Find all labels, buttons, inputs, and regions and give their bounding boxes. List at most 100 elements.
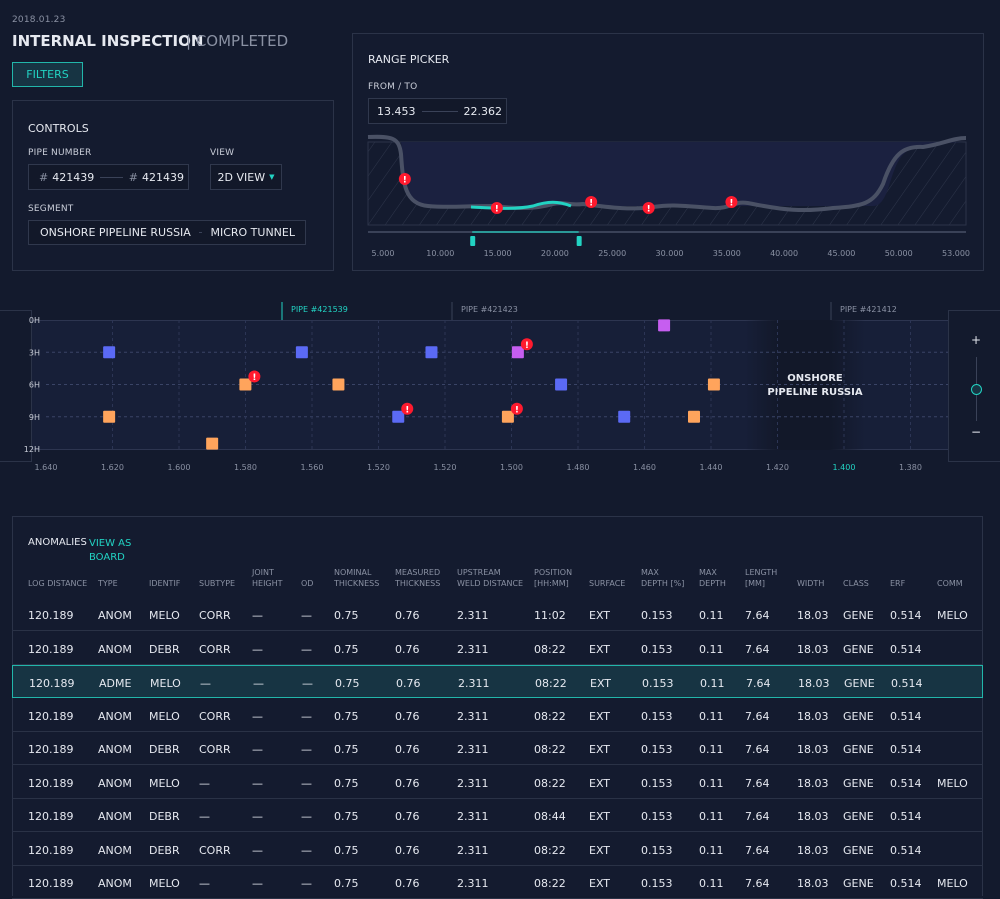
anomaly-point[interactable] xyxy=(103,410,116,423)
table-row[interactable]: 120.189 ADME MELO — — — 0.75 0.76 2.311 08:22 EXT 0… xyxy=(12,665,983,698)
alert-icon[interactable]: ! xyxy=(401,402,414,416)
table-cell: 0.75 xyxy=(334,743,359,756)
alert-icon[interactable]: ! xyxy=(642,202,655,215)
segment-range-input[interactable]: ONSHORE PIPELINE RUSSIA MICRO TUNNEL xyxy=(28,220,306,245)
alert-icon[interactable]: ! xyxy=(520,338,533,351)
range-handle-from[interactable] xyxy=(470,236,476,246)
table-row[interactable]: 120.189 ANOM MELO — — —0.75 0.76 2.311 08:22 EXT 0… xyxy=(12,866,983,899)
column-header[interactable]: WIDTH xyxy=(797,579,825,588)
column-header[interactable]: POSITION [HH:MM] xyxy=(534,568,573,588)
zoom-in-button[interactable]: + xyxy=(971,333,982,347)
arrow-icon xyxy=(100,176,123,178)
column-header[interactable]: TYPE xyxy=(98,579,118,588)
table-row[interactable]: 120.189 ANOM MELO — — —0.75 0.76 2.311 08:22 EXT 0… xyxy=(12,766,983,799)
column-header[interactable]: JOINT HEIGHT xyxy=(252,568,283,588)
anomaly-point[interactable] xyxy=(501,410,514,423)
filters-button[interactable]: FILTERS xyxy=(12,62,83,87)
anomaly-point[interactable] xyxy=(511,346,524,359)
column-header[interactable]: UPSTREAM WELD DISTANCE xyxy=(457,568,524,588)
column-header[interactable]: MAX DEPTH xyxy=(699,568,726,588)
column-header[interactable]: SUBTYPE xyxy=(199,579,236,588)
table-cell: 08:22 xyxy=(534,843,566,857)
table-cell: 7.64 xyxy=(745,776,770,790)
svg-text:!: ! xyxy=(515,405,519,415)
column-header[interactable]: SURFACE xyxy=(589,579,626,588)
table-row[interactable]: 120.189 ANOM DEBR CORR — — 0.75 0.76 2.311 08:22 E… xyxy=(12,732,983,765)
column-header[interactable]: MAX DEPTH [%] xyxy=(641,568,685,588)
column-header[interactable]: IDENTIF xyxy=(149,579,181,588)
table-row[interactable]: 120.189 ANOM DEBR CORR — — 0.75 0.76 2.311 08:22 E… xyxy=(12,632,983,665)
anomaly-point[interactable] xyxy=(332,378,345,391)
table-cell: ANOM xyxy=(98,743,132,756)
table-row[interactable]: 120.189 ANOM MELO CORR — — 0.75 0.76 2.311 11:02 E… xyxy=(12,598,983,631)
from-to-input[interactable]: 13.453 22.362 xyxy=(368,98,507,124)
pipe-label[interactable]: PIPE #421412 xyxy=(840,305,897,314)
alert-icon[interactable]: ! xyxy=(248,370,261,384)
zoom-slider-handle[interactable] xyxy=(971,384,982,395)
column-header[interactable]: ERF xyxy=(890,579,906,588)
alert-icon[interactable]: ! xyxy=(585,196,598,209)
table-cell: 0.153 xyxy=(641,642,673,656)
pipe-label[interactable]: PIPE #421539 xyxy=(291,305,348,314)
column-header[interactable]: LOG DISTANCE xyxy=(28,579,88,588)
table-cell: — xyxy=(252,743,263,756)
anomaly-point[interactable] xyxy=(103,346,116,359)
table-cell: 18.03 xyxy=(797,843,829,857)
alert-icon[interactable]: ! xyxy=(510,402,523,416)
anomaly-point[interactable] xyxy=(658,319,671,332)
alert-icon[interactable]: ! xyxy=(490,202,503,215)
table-cell: GENE xyxy=(843,709,874,723)
column-header[interactable]: OD xyxy=(301,579,314,588)
table-cell: — xyxy=(301,743,312,756)
x-tick-label: 1.620 xyxy=(101,463,124,472)
table-cell: — xyxy=(199,810,210,823)
range-handle-to[interactable] xyxy=(576,236,582,246)
table-cell: 2.311 xyxy=(457,843,489,857)
view-select[interactable]: 2D VIEW ▼ xyxy=(210,164,282,190)
column-header[interactable]: LENGTH [MM] xyxy=(745,568,778,588)
anomaly-point[interactable] xyxy=(688,410,700,423)
table-cell: 0.514 xyxy=(890,743,922,756)
table-cell: 0.153 xyxy=(641,843,673,857)
anomaly-point[interactable] xyxy=(425,346,438,359)
anomaly-point[interactable] xyxy=(707,378,720,391)
range-tick-label: 40.000 xyxy=(770,249,799,258)
table-cell: — xyxy=(252,609,263,622)
table-cell: — xyxy=(252,642,263,656)
alert-icon[interactable]: ! xyxy=(725,196,738,209)
svg-text:!: ! xyxy=(589,199,593,209)
pipe-to-value: 421439 xyxy=(142,170,184,184)
table-cell: 0.11 xyxy=(699,709,724,723)
alert-icon[interactable]: ! xyxy=(398,173,411,186)
table-cell: 0.514 xyxy=(890,642,922,656)
table-row[interactable]: 120.189 ANOM DEBR CORR — — 0.75 0.76 2.311 08:22 E… xyxy=(12,833,983,866)
pipeline-profile-chart[interactable]: !!!!! xyxy=(353,124,985,254)
table-row[interactable]: 120.189 ANOM DEBR — — — 0.75 0.76 2.311 08:44 EXT 0… xyxy=(12,799,983,832)
column-header[interactable]: CLASS xyxy=(843,579,869,588)
zoom-out-button[interactable]: − xyxy=(971,425,982,439)
anomaly-point[interactable] xyxy=(555,378,568,391)
anomaly-point[interactable] xyxy=(295,346,308,359)
view-as-board-link[interactable]: VIEW AS BOARD xyxy=(89,538,132,563)
table-cell: 120.189 xyxy=(28,810,74,823)
column-header[interactable]: MEASURED THICKNESS xyxy=(395,568,441,588)
pipe-number-range-input[interactable]: # 421439 # 421439 xyxy=(28,164,189,190)
table-cell: 08:44 xyxy=(534,810,566,823)
x-tick-label: 1.440 xyxy=(700,463,723,472)
anomaly-point[interactable] xyxy=(618,410,631,423)
hash-icon: # xyxy=(128,170,138,184)
table-row[interactable]: 120.189 ANOM MELO CORR — — 0.75 0.76 2.311 08:22 E… xyxy=(12,699,983,732)
pipe-label[interactable]: PIPE #421423 xyxy=(461,305,518,314)
table-cell: 0.76 xyxy=(395,776,420,790)
table-cell: 0.75 xyxy=(334,709,359,723)
anomaly-point[interactable] xyxy=(239,378,252,391)
table-cell: ADME xyxy=(99,677,132,690)
table-cell: 18.03 xyxy=(797,743,829,756)
table-cell: DEBR xyxy=(149,810,180,823)
column-header[interactable]: COMM xyxy=(937,579,963,588)
anomaly-point[interactable] xyxy=(206,437,219,450)
range-tick-label: 10.000 xyxy=(426,249,455,258)
column-header[interactable]: NOMINAL THICKNESS xyxy=(334,568,380,588)
table-cell: EXT xyxy=(589,776,611,790)
anomaly-point[interactable] xyxy=(392,410,405,423)
